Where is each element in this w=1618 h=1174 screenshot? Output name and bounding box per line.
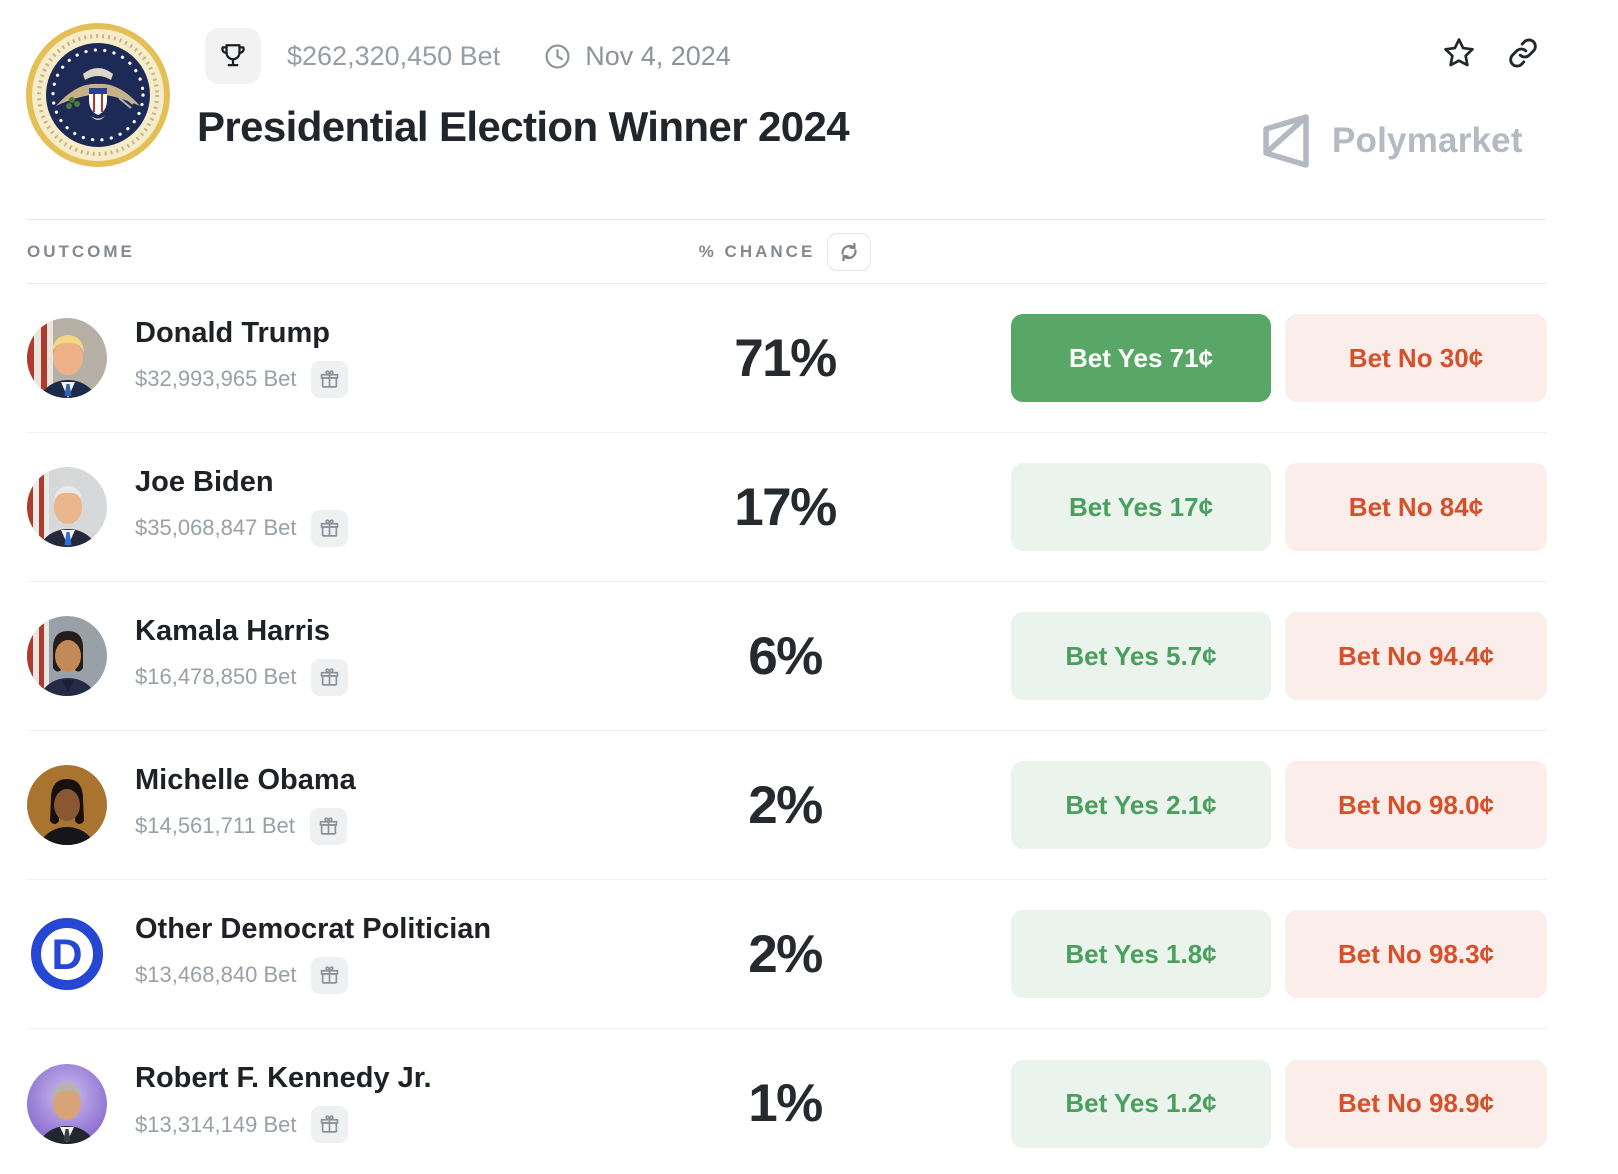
outcome-bet-amount: $16,478,850 Bet xyxy=(135,664,297,689)
chance-column-header: % CHANCE xyxy=(665,232,905,271)
link-icon[interactable] xyxy=(1506,36,1540,70)
outcome-info: Robert F. Kennedy Jr. $13,314,149 Bet xyxy=(135,1064,665,1143)
polymarket-brand-link[interactable]: Polymarket xyxy=(1262,114,1523,168)
avatar-donald-trump xyxy=(27,318,107,398)
gift-icon[interactable] xyxy=(311,360,349,398)
chance-value: 2% xyxy=(748,924,823,984)
bet-yes-button[interactable]: Bet Yes 5.7¢ xyxy=(1011,612,1271,700)
outcome-bet-amount: $32,993,965 Bet xyxy=(135,366,297,391)
outcome-row-donald-trump: Donald Trump $32,993,965 Bet 71% xyxy=(27,284,1547,433)
avatar-rfk-jr xyxy=(27,1063,107,1144)
bet-no-button[interactable]: Bet No 84¢ xyxy=(1285,463,1547,551)
clock-icon xyxy=(544,43,571,70)
avatar-michelle-obama xyxy=(27,765,107,845)
bet-no-button[interactable]: Bet No 98.0¢ xyxy=(1285,761,1547,849)
chance-value: 1% xyxy=(748,1074,823,1133)
market-image-presidential-seal xyxy=(25,22,171,168)
outcome-name: Robert F. Kennedy Jr. xyxy=(135,1062,432,1094)
outcome-name: Kamala Harris xyxy=(135,614,331,647)
chance-value: 17% xyxy=(734,477,837,537)
bet-yes-button[interactable]: Bet Yes 71¢ xyxy=(1011,314,1271,402)
polymarket-wordmark: Polymarket xyxy=(1332,121,1523,160)
outcome-name: Other Democrat Politician xyxy=(135,912,492,945)
chance-value: 71% xyxy=(734,328,837,388)
total-bet-volume: $262,320,450 Bet xyxy=(287,40,501,71)
outcome-name: Donald Trump xyxy=(135,316,330,349)
market-meta: $262,320,450 Bet Nov 4, 2024 xyxy=(205,28,731,84)
gift-icon[interactable] xyxy=(311,509,349,547)
polymarket-logo xyxy=(1263,114,1309,168)
bet-yes-button[interactable]: Bet Yes 17¢ xyxy=(1011,463,1271,551)
bet-no-button[interactable]: Bet No 30¢ xyxy=(1285,314,1547,402)
bet-yes-button[interactable]: Bet Yes 1.8¢ xyxy=(1011,910,1271,998)
gift-icon[interactable] xyxy=(311,1106,349,1143)
avatar-kamala-harris xyxy=(27,616,107,696)
bet-no-button[interactable]: Bet No 98.3¢ xyxy=(1285,910,1547,998)
gift-icon[interactable] xyxy=(309,807,347,845)
gift-icon[interactable] xyxy=(311,658,349,696)
chance-value: 6% xyxy=(748,626,823,686)
market-date: Nov 4, 2024 xyxy=(585,40,731,71)
market-title: Presidential Election Winner 2024 xyxy=(197,103,850,150)
top-actions xyxy=(1442,36,1540,70)
outcome-info: Joe Biden $35,068,847 Bet xyxy=(135,465,665,547)
bet-yes-button[interactable]: Bet Yes 2.1¢ xyxy=(1011,761,1271,849)
chance-value: 2% xyxy=(748,775,823,835)
avatar-joe-biden xyxy=(27,467,107,547)
outcome-bet-amount: $35,068,847 Bet xyxy=(135,515,297,540)
refresh-icon[interactable] xyxy=(827,232,872,271)
svg-text:D: D xyxy=(51,931,82,979)
outcome-info: Donald Trump $32,993,965 Bet xyxy=(135,316,665,398)
table-header: OUTCOME % CHANCE xyxy=(27,219,1547,284)
star-icon[interactable] xyxy=(1442,36,1476,70)
outcome-name: Joe Biden xyxy=(135,465,274,498)
outcome-row-joe-biden: Joe Biden $35,068,847 Bet 17% Bet Yes 17… xyxy=(27,433,1547,582)
outcome-row-other-democrat: D Other Democrat Politician $13,468,840 … xyxy=(27,880,1547,1029)
outcomes-table: OUTCOME % CHANCE xyxy=(27,219,1547,1174)
outcome-bet-amount: $13,314,149 Bet xyxy=(135,1111,297,1137)
bet-no-button[interactable]: Bet No 94.4¢ xyxy=(1285,612,1547,700)
outcome-info: Kamala Harris $16,478,850 Bet xyxy=(135,614,665,696)
outcome-info: Michelle Obama $14,561,711 Bet xyxy=(135,763,665,845)
bet-no-button[interactable]: Bet No 98.9¢ xyxy=(1285,1059,1547,1148)
outcome-row-rfk-jr: Robert F. Kennedy Jr. $13,314,149 Bet 1%… xyxy=(27,1029,1547,1174)
outcome-column-header: OUTCOME xyxy=(27,241,135,261)
outcome-name: Michelle Obama xyxy=(135,763,356,796)
outcome-info: Other Democrat Politician $13,468,840 Be… xyxy=(135,912,665,994)
outcome-row-kamala-harris: Kamala Harris $16,478,850 Bet 6% Bet Yes… xyxy=(27,582,1547,731)
outcome-bet-amount: $14,561,711 Bet xyxy=(135,813,295,838)
outcome-row-michelle-obama: Michelle Obama $14,561,711 Bet 2% Bet Ye… xyxy=(27,731,1547,880)
bet-yes-button[interactable]: Bet Yes 1.2¢ xyxy=(1011,1059,1271,1148)
gift-icon[interactable] xyxy=(311,956,349,994)
outcome-bet-amount: $13,468,840 Bet xyxy=(135,962,297,987)
trophy-icon xyxy=(205,28,261,84)
democrat-d-logo: D xyxy=(27,914,107,994)
